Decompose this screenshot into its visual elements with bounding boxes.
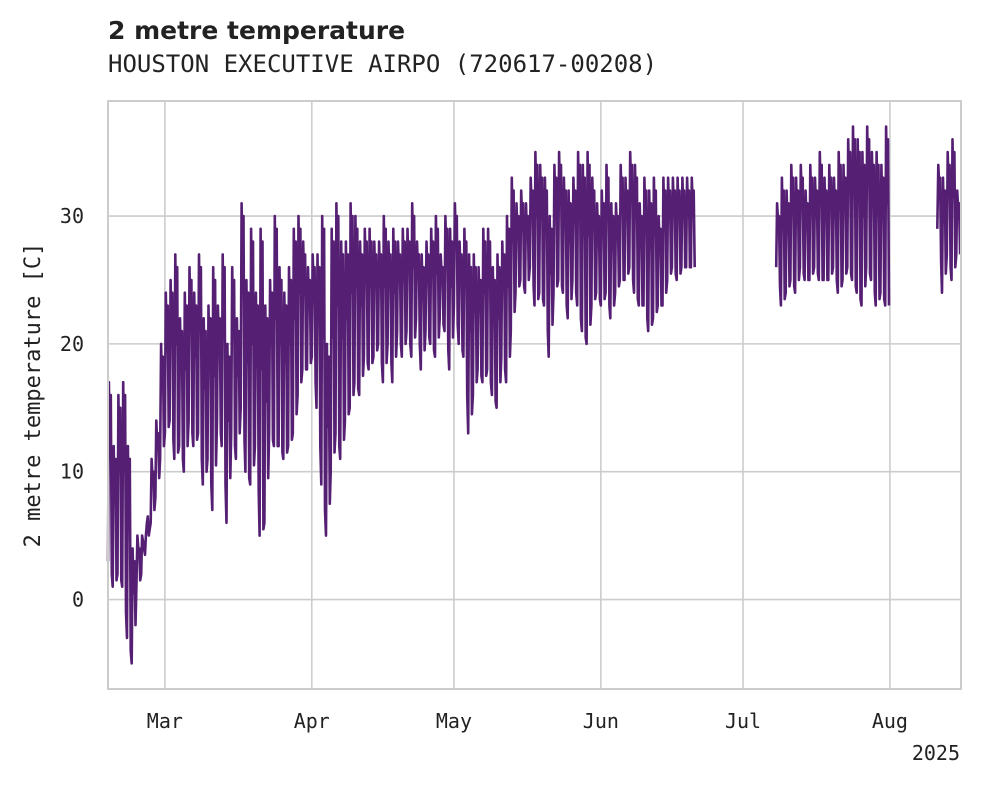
x-tick-label: Jul bbox=[725, 709, 761, 733]
x-tick-label: May bbox=[436, 709, 472, 733]
y-tick-label: 20 bbox=[60, 332, 84, 356]
plot-frame bbox=[107, 100, 962, 690]
x-tick-label: Mar bbox=[147, 709, 183, 733]
temperature-series-line bbox=[106, 150, 696, 665]
y-axis-ticks: 0 10 20 30 bbox=[60, 204, 84, 611]
y-tick-label: 0 bbox=[72, 588, 84, 612]
temperature-series-line bbox=[936, 138, 962, 295]
temperature-series-line bbox=[774, 125, 891, 307]
x-tick-label: Apr bbox=[294, 709, 330, 733]
y-tick-label: 10 bbox=[60, 460, 84, 484]
chart-title: 2 metre temperature bbox=[108, 16, 406, 45]
x-axis-ticks: Mar Apr May Jun Jul Aug bbox=[147, 709, 908, 733]
series-layer bbox=[106, 125, 962, 665]
x-tick-label: Jun bbox=[583, 709, 619, 733]
x-axis-year-label: 2025 bbox=[912, 741, 960, 765]
y-tick-label: 30 bbox=[60, 204, 84, 228]
y-axis-label: 2 metre temperature [C] bbox=[21, 243, 46, 548]
x-tick-label: Aug bbox=[872, 709, 908, 733]
chart-subtitle: HOUSTON EXECUTIVE AIRPO (720617-00208) bbox=[108, 50, 658, 78]
